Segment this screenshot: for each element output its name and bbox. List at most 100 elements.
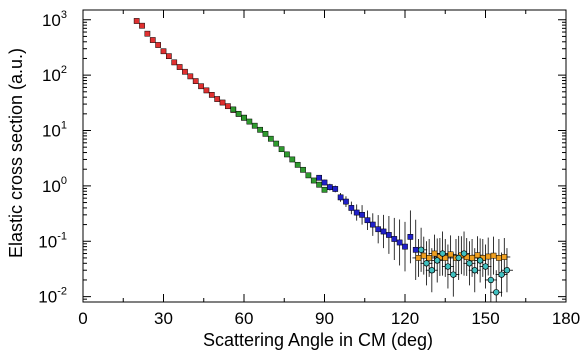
data-point	[469, 255, 475, 261]
data-point	[160, 48, 167, 55]
data-point	[423, 260, 430, 267]
data-point	[155, 42, 161, 48]
data-point	[316, 174, 322, 181]
data-point	[321, 186, 328, 193]
data-point	[444, 263, 452, 270]
data-point	[348, 205, 355, 211]
data-point	[417, 246, 425, 253]
data-point	[498, 271, 505, 278]
data-point	[273, 140, 280, 147]
chart-marks	[133, 18, 513, 302]
data-point	[496, 255, 502, 261]
y-tick-label: 10-2	[38, 286, 67, 307]
x-tick-label: 30	[154, 309, 173, 328]
data-point	[439, 250, 446, 257]
data-point	[415, 255, 422, 261]
data-point	[139, 22, 145, 29]
x-tick-label: 180	[552, 309, 580, 328]
data-point	[219, 99, 226, 106]
data-point	[284, 151, 290, 158]
data-point	[369, 221, 376, 228]
data-point	[262, 131, 269, 137]
data-point	[144, 30, 151, 37]
data-point	[482, 263, 489, 270]
data-point	[267, 135, 274, 142]
data-point	[460, 250, 468, 257]
data-point	[412, 246, 419, 253]
data-point	[214, 96, 221, 102]
data-point	[289, 156, 296, 163]
data-point	[364, 217, 371, 224]
data-point	[447, 251, 454, 258]
data-point	[343, 198, 349, 205]
data-point	[428, 267, 435, 274]
data-point	[391, 236, 398, 242]
data-point	[257, 126, 263, 133]
data-point	[300, 166, 306, 173]
data-point	[246, 118, 253, 125]
data-point	[332, 186, 339, 192]
data-point	[251, 122, 258, 129]
y-tick-label: 10-1	[38, 230, 67, 251]
y-tick-label: 100	[42, 175, 67, 196]
data-point	[396, 239, 403, 246]
y-axis-title: Elastic cross section (a.u.)	[6, 48, 26, 258]
data-point	[426, 255, 432, 261]
x-tick-label: 0	[78, 309, 87, 328]
data-point	[192, 78, 199, 84]
data-point	[359, 211, 365, 218]
data-point	[337, 194, 344, 201]
data-point	[321, 179, 328, 186]
data-point	[241, 114, 247, 121]
data-point	[235, 110, 242, 117]
data-point	[434, 257, 441, 264]
data-point	[402, 243, 408, 250]
data-point	[133, 18, 140, 24]
data-point	[420, 252, 427, 259]
y-tick-label: 103	[42, 9, 67, 30]
data-point	[476, 257, 484, 264]
x-axis-title: Scattering Angle in CM (deg)	[203, 330, 433, 350]
data-point	[471, 267, 478, 274]
data-point	[490, 252, 497, 259]
data-point	[442, 255, 449, 261]
data-point	[474, 252, 481, 259]
data-point	[187, 73, 194, 80]
x-tick-label: 150	[471, 309, 499, 328]
data-point	[294, 161, 301, 168]
data-point	[171, 59, 178, 66]
data-point	[501, 254, 508, 260]
data-point	[455, 254, 462, 262]
data-point	[230, 106, 237, 113]
data-point	[485, 253, 492, 260]
x-tick-label: 120	[391, 309, 419, 328]
data-point	[182, 68, 188, 75]
data-point	[166, 53, 172, 60]
data-point	[386, 232, 392, 238]
data-point	[450, 271, 457, 278]
data-point	[278, 146, 285, 153]
data-point	[316, 181, 322, 188]
x-tick-label: 90	[315, 309, 334, 328]
data-point	[380, 228, 387, 235]
data-point	[149, 37, 156, 43]
y-tick-label: 102	[42, 64, 67, 85]
data-point	[327, 184, 333, 190]
x-tick-label: 60	[235, 309, 254, 328]
chart-axes: 0 30 60 90 120 150 180 103 102 101 100 10-1 10-2	[38, 9, 580, 328]
data-point	[176, 64, 183, 70]
data-point	[493, 289, 500, 296]
data-point	[353, 209, 360, 216]
data-point	[466, 260, 473, 267]
data-point	[305, 172, 312, 179]
data-point	[203, 87, 210, 94]
data-point	[208, 92, 215, 98]
data-point	[431, 250, 438, 257]
data-point	[225, 103, 231, 110]
data-point	[198, 83, 204, 90]
y-tick-label: 101	[42, 120, 67, 141]
data-point	[407, 234, 414, 240]
data-point	[310, 177, 317, 184]
data-point	[375, 226, 382, 233]
